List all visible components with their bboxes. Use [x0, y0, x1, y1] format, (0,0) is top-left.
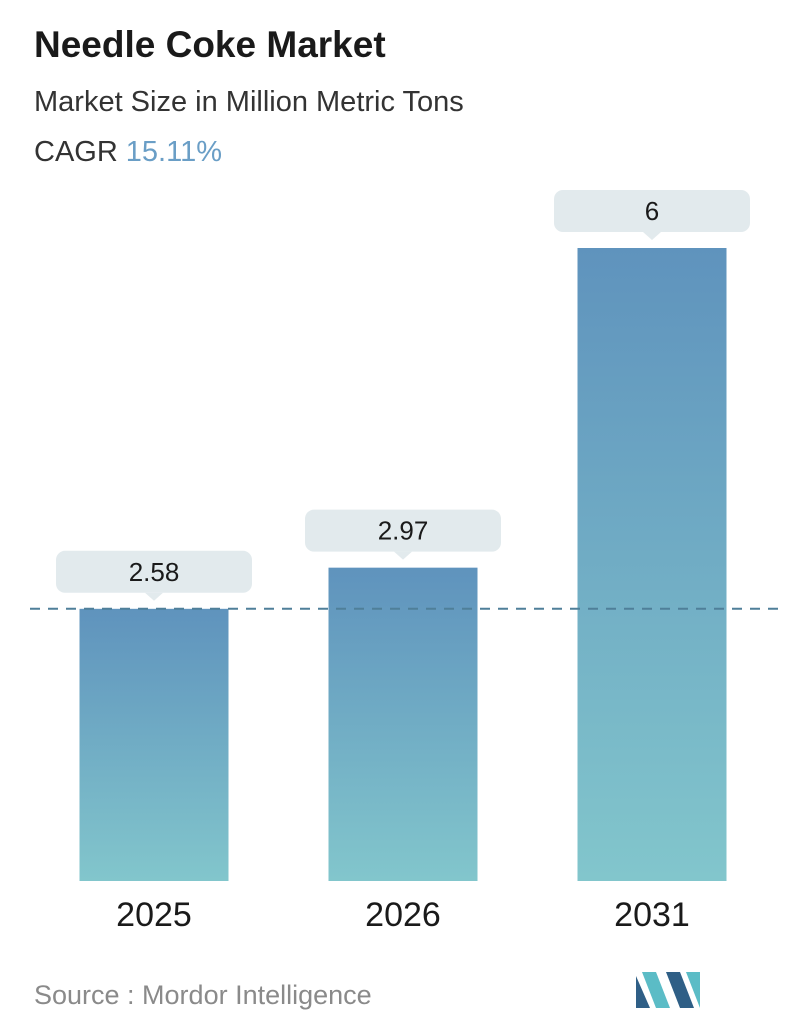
- value-callout: 6: [554, 190, 750, 240]
- cagr-label: CAGR: [34, 136, 118, 168]
- cagr-value: 15.11%: [125, 136, 223, 168]
- chart-subtitle: Market Size in Million Metric Tons: [34, 86, 464, 118]
- data-label: 2.58: [129, 557, 180, 587]
- value-callout-pointer: [145, 592, 163, 601]
- value-callout-box: [554, 190, 750, 232]
- data-label: 2.97: [378, 516, 429, 546]
- mordor-intelligence-logo-icon: [636, 972, 700, 1008]
- bar-2025: [79, 608, 229, 881]
- bar-2026: [328, 567, 478, 881]
- value-callout: 2.97: [305, 509, 501, 560]
- x-tick-label: 2026: [365, 896, 441, 934]
- value-callout-pointer: [643, 232, 661, 240]
- x-tick-label: 2031: [614, 896, 690, 934]
- chart-title: Needle Coke Market: [34, 24, 386, 65]
- value-callout: 2.58: [56, 550, 252, 601]
- value-callout-box: [305, 509, 501, 552]
- x-tick-label: 2025: [116, 896, 192, 934]
- value-callout-box: [56, 550, 252, 593]
- source-text: Source : Mordor Intelligence: [34, 980, 372, 1010]
- bar-2031: [577, 248, 727, 881]
- bar-chart: 2.58 2.97 6 2025 2026 2031: [30, 190, 786, 934]
- cagr-line: CAGR 15.11%: [34, 136, 222, 169]
- value-callout-pointer: [394, 551, 412, 560]
- data-label: 6: [645, 196, 659, 226]
